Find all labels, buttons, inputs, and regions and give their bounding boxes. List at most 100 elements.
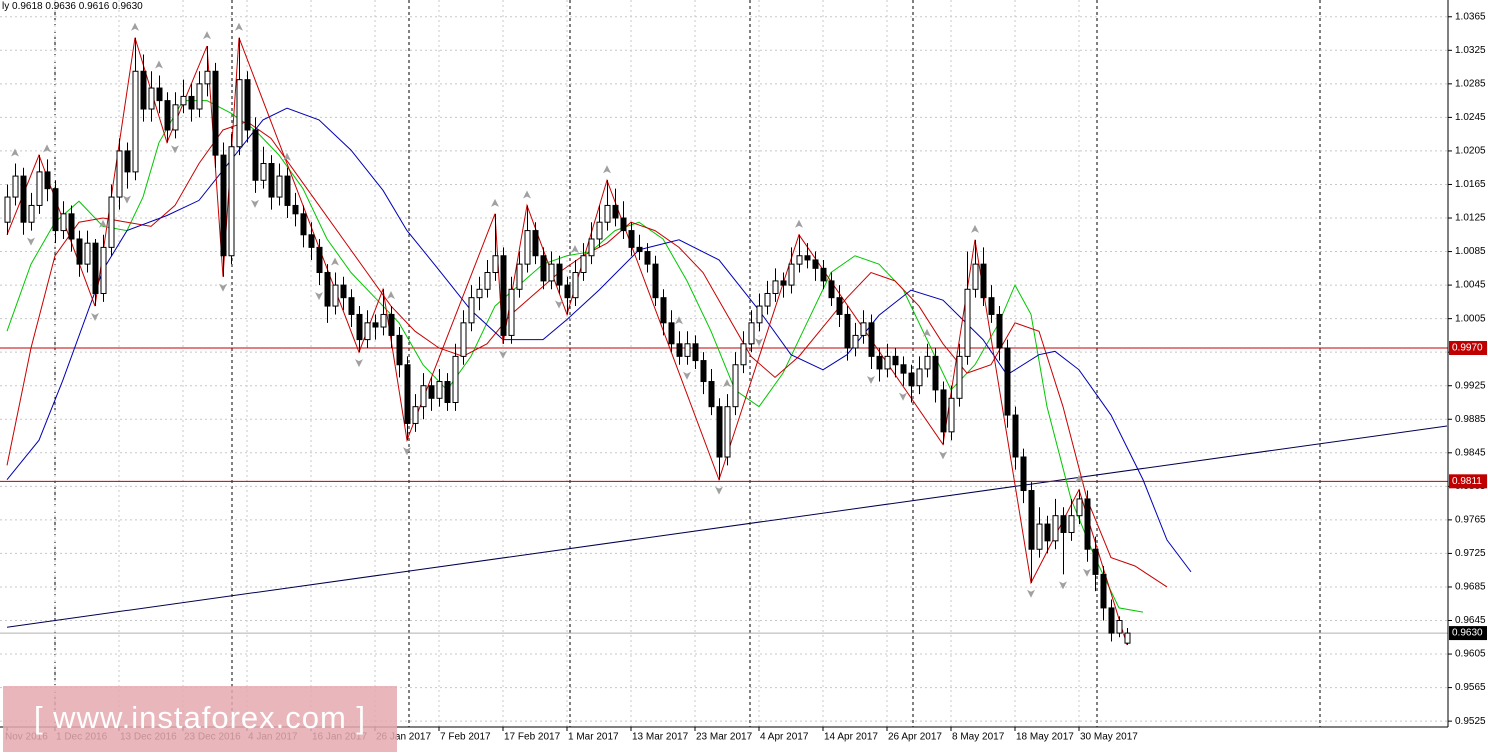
candle-body xyxy=(356,313,363,341)
fractal-arrow xyxy=(387,291,395,300)
candle-body xyxy=(12,175,19,198)
fractal-arrow xyxy=(555,300,563,309)
candle-body xyxy=(596,221,603,240)
candle-body xyxy=(28,204,35,223)
y-tick-label: 0.9925 xyxy=(1455,380,1486,391)
y-tick-label: 1.0205 xyxy=(1455,146,1486,157)
candle-body xyxy=(140,70,147,110)
candle-body xyxy=(684,343,691,357)
x-tick-label: 30 May 2017 xyxy=(1080,732,1138,743)
fractal-arrow xyxy=(723,379,731,388)
candle-body xyxy=(1004,347,1011,416)
y-tick-label: 1.0325 xyxy=(1455,45,1486,56)
chart-header: ly 0.9618 0.9636 0.9616 0.9630 xyxy=(2,1,143,12)
candle-body xyxy=(548,263,555,282)
y-tick-label: 0.9725 xyxy=(1455,548,1486,559)
y-tick-label: 0.9845 xyxy=(1455,447,1486,458)
candle-body xyxy=(724,406,731,458)
candle-body xyxy=(604,204,611,223)
symbol-period: ly xyxy=(2,1,9,12)
candle-body xyxy=(620,217,627,232)
fractal-arrow xyxy=(355,359,363,368)
candle-body xyxy=(668,322,675,345)
candle-body xyxy=(76,238,83,265)
fractal-arrow xyxy=(715,486,723,495)
candle-body xyxy=(380,313,387,328)
candle-body xyxy=(476,288,483,299)
candle-body xyxy=(836,297,843,315)
fractal-arrow xyxy=(203,31,211,40)
candle-body xyxy=(428,385,435,399)
fractal-arrow xyxy=(571,244,579,253)
candle-body xyxy=(108,196,115,248)
candle-body xyxy=(284,175,291,206)
level-tag xyxy=(1449,340,1487,355)
candle-body xyxy=(68,213,75,240)
candle-body xyxy=(188,95,195,110)
fractal-arrow xyxy=(99,219,107,228)
candle-body xyxy=(732,364,739,408)
candle-body xyxy=(676,343,683,357)
candle-body xyxy=(452,355,459,403)
candle-body xyxy=(612,204,619,219)
candle-body xyxy=(84,242,91,265)
y-tick-label: 1.0245 xyxy=(1455,112,1486,123)
fractal-arrow xyxy=(683,371,691,380)
candle-body xyxy=(492,255,499,274)
fractal-arrow xyxy=(939,451,947,460)
candle-body xyxy=(948,397,955,433)
grid xyxy=(0,0,1448,727)
candle-body xyxy=(100,246,107,294)
candle-body xyxy=(980,263,987,299)
close-value: 0.9630 xyxy=(112,1,143,12)
fractal-arrow xyxy=(11,148,19,157)
candle-body xyxy=(212,70,219,156)
candle-body xyxy=(1084,498,1091,550)
candle-body xyxy=(364,322,371,341)
trendline xyxy=(6,425,1448,628)
candle-body xyxy=(636,246,643,253)
fractal-arrow xyxy=(1059,581,1067,590)
x-tick-label: 1 Mar 2017 xyxy=(568,732,619,743)
candle-body xyxy=(556,263,563,286)
candle-body xyxy=(484,272,491,290)
candle-body xyxy=(444,381,451,403)
y-tick-label: 1.0005 xyxy=(1455,313,1486,324)
low-value: 0.9616 xyxy=(79,1,110,12)
high-value: 0.9636 xyxy=(45,1,76,12)
candle-body xyxy=(764,292,771,307)
fractal-arrow xyxy=(27,237,35,246)
candle-body xyxy=(924,355,931,370)
fractal-arrow xyxy=(755,338,763,347)
candle-body xyxy=(500,255,507,336)
watermark-box xyxy=(3,686,397,752)
candle-body xyxy=(908,372,915,387)
candle-body xyxy=(148,87,155,110)
candle-body xyxy=(900,364,907,374)
candle-body xyxy=(524,230,531,265)
candle-body xyxy=(644,251,651,265)
fractal-arrow xyxy=(867,375,875,384)
candle-body xyxy=(748,322,755,345)
candle-body xyxy=(876,355,883,370)
y-tick-label: 0.9565 xyxy=(1455,682,1486,693)
level-label: 0.9811 xyxy=(1452,476,1482,487)
fractal-arrow xyxy=(235,22,243,31)
axes: 1.0365 1.0325 1.0285 1.0245 1.0205 1.0165 1.01… xyxy=(5,11,1487,743)
fractal-arrow xyxy=(603,165,611,174)
fractal-arrow xyxy=(403,447,411,456)
candle-body xyxy=(1124,632,1131,644)
y-tick-label: 1.0285 xyxy=(1455,78,1486,89)
fractal-arrow xyxy=(1027,589,1035,598)
candle-body xyxy=(716,406,723,458)
candle-body xyxy=(860,322,867,336)
candle-body xyxy=(116,150,123,198)
candle-body xyxy=(956,355,963,399)
candle-body xyxy=(396,334,403,366)
candle-body xyxy=(172,104,179,131)
candle-body xyxy=(844,313,851,349)
candle-body xyxy=(124,150,131,173)
fractal-arrow xyxy=(283,152,291,161)
fractal-arrow xyxy=(91,313,99,322)
candle-body xyxy=(780,280,787,286)
